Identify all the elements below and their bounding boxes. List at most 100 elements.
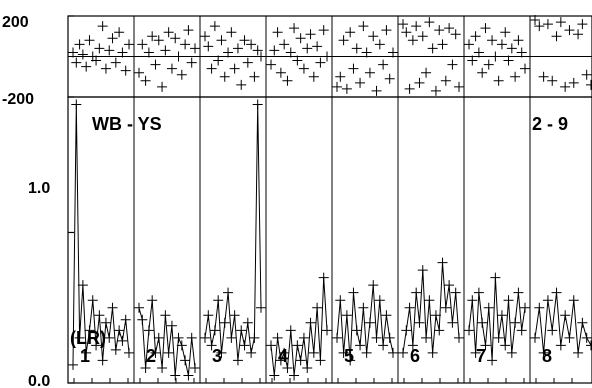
data-point-3-7 <box>223 287 234 298</box>
data-point-5-0 <box>332 332 342 343</box>
residual-point-6-12 <box>437 39 448 50</box>
data-point-2-6 <box>153 332 164 343</box>
data-point-7-4 <box>477 317 488 328</box>
residual-point-3-2 <box>206 63 217 74</box>
data-point-5-14 <box>378 340 389 351</box>
data-point-4-14 <box>312 302 323 313</box>
residual-point-4-7 <box>289 23 300 34</box>
residual-point-1-8 <box>94 43 105 54</box>
residual-point-6-17 <box>454 81 464 92</box>
residual-point-7-5 <box>480 23 491 34</box>
data-point-4-11 <box>302 362 313 373</box>
data-point-6-1 <box>401 325 412 336</box>
data-point-5-3 <box>341 310 352 321</box>
data-point-1-6 <box>87 295 98 306</box>
data-point-3-9 <box>229 310 240 321</box>
data-point-8-13 <box>586 340 592 351</box>
data-point-1-9 <box>97 355 108 366</box>
residual-point-4-5 <box>282 75 293 86</box>
unit-label: (LR) <box>70 328 106 348</box>
data-point-6-2 <box>404 302 415 313</box>
residual-point-4-1 <box>269 45 280 56</box>
data-point-7-3 <box>473 287 484 298</box>
data-point-2-16 <box>186 332 197 343</box>
data-point-1-3 <box>77 280 88 291</box>
data-point-1-16 <box>120 314 131 325</box>
residual-point-1-13 <box>110 57 121 68</box>
series-line-4 <box>270 277 328 376</box>
data-point-6-3 <box>407 340 418 351</box>
residual-point-1-10 <box>100 63 111 74</box>
data-point-8-1 <box>534 302 545 313</box>
data-point-7-5 <box>480 340 491 351</box>
residual-point-4-13 <box>308 71 319 82</box>
data-point-7-10 <box>496 310 507 321</box>
residual-point-6-15 <box>447 59 458 70</box>
residual-point-7-13 <box>506 43 517 54</box>
residual-point-5-12 <box>371 85 382 96</box>
panel-label-1: 1 <box>80 346 90 366</box>
residual-point-8-11 <box>577 19 588 30</box>
data-point-5-6 <box>351 325 362 336</box>
residual-point-7-12 <box>503 55 514 66</box>
data-point-7-14 <box>510 317 521 328</box>
residual-point-2-2 <box>140 75 151 86</box>
data-point-4-4 <box>279 347 290 358</box>
residual-point-2-17 <box>190 43 200 54</box>
data-point-4-13 <box>308 347 319 358</box>
data-point-6-13 <box>440 302 451 313</box>
residual-point-2-10 <box>166 63 177 74</box>
residual-point-1-1 <box>71 57 82 68</box>
residual-point-6-3 <box>407 35 418 46</box>
residual-point-2-15 <box>183 25 194 36</box>
data-point-3-6 <box>219 317 230 328</box>
residual-point-7-16 <box>516 47 527 58</box>
data-point-8-0 <box>530 332 540 343</box>
data-point-7-15 <box>513 287 524 298</box>
data-point-3-2 <box>206 340 217 351</box>
main-frame <box>67 96 592 384</box>
residual-point-7-1 <box>467 55 478 66</box>
panel-label-7: 7 <box>476 346 486 366</box>
residual-point-1-2 <box>74 39 85 50</box>
data-point-2-14 <box>180 355 191 366</box>
data-point-8-8 <box>564 332 575 343</box>
residual-point-4-10 <box>298 63 309 74</box>
residual-point-4-11 <box>302 43 313 54</box>
data-point-4-15 <box>315 355 326 366</box>
residual-point-6-0 <box>398 19 408 30</box>
data-point-6-5 <box>414 317 425 328</box>
data-point-5-7 <box>355 340 366 351</box>
residual-point-7-15 <box>513 35 524 46</box>
residual-point-5-10 <box>364 67 375 78</box>
chart-marks: 1 2 3 4 5 6 7 8 <box>68 15 592 381</box>
panel-label-4: 4 <box>278 346 288 366</box>
residual-point-1-7 <box>91 55 102 66</box>
data-point-1-10 <box>100 317 111 328</box>
data-point-4-5 <box>282 362 293 373</box>
panel-label-8: 8 <box>542 346 552 366</box>
residual-point-5-9 <box>361 47 372 58</box>
residual-point-2-12 <box>173 51 184 62</box>
residual-point-4-17 <box>322 51 332 62</box>
data-point-8-2 <box>538 347 549 358</box>
data-point-6-10 <box>430 310 441 321</box>
residual-point-8-2 <box>538 71 549 82</box>
residual-point-7-0 <box>464 39 474 50</box>
residual-point-8-9 <box>568 77 579 88</box>
residual-point-1-11 <box>104 45 115 56</box>
residual-point-3-1 <box>203 41 214 52</box>
residual-point-6-4 <box>411 21 422 32</box>
residual-point-2-14 <box>180 39 191 50</box>
panel-label-5: 5 <box>344 346 354 366</box>
residual-point-8-3 <box>542 19 553 30</box>
series-line-6 <box>402 262 460 353</box>
data-point-3-8 <box>226 332 237 343</box>
residual-point-3-17 <box>256 51 266 62</box>
residual-point-5-15 <box>381 25 392 36</box>
data-point-5-11 <box>368 280 379 291</box>
y-tick-label-res-bottom: -200 <box>2 91 34 108</box>
residual-point-6-7 <box>421 67 432 78</box>
data-point-8-9 <box>568 295 579 306</box>
data-point-4-7 <box>289 370 300 381</box>
